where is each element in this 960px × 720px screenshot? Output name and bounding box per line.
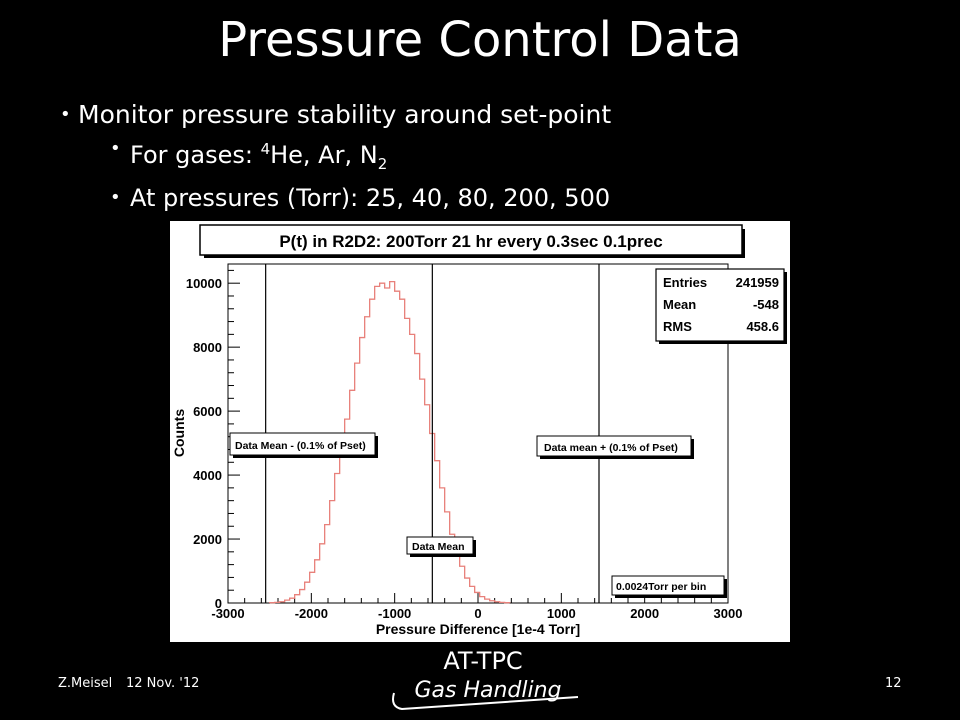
page-number: 12 <box>885 676 902 691</box>
histogram-svg: P(t) in R2D2: 200Torr 21 hr every 0.3sec… <box>171 224 787 637</box>
title-box <box>199 224 743 256</box>
x-tick-label: -2000 <box>295 606 328 621</box>
annotation-text: Data Mean <box>412 541 465 553</box>
bullet-dot: • <box>60 104 71 125</box>
stats-value: 241959 <box>736 275 779 290</box>
stats-label: Entries <box>663 275 707 290</box>
footer-date: 12 Nov. '12 <box>126 676 200 691</box>
annotation-text: Data mean + (0.1% of Pset) <box>544 442 678 454</box>
bullet-text: At pressures (Torr): 25, 40, 80, 200, 50… <box>130 183 611 212</box>
bullet-text-gases: He, Ar, N <box>270 141 378 169</box>
stats-value: 458.6 <box>746 319 779 334</box>
bullet-item: • Monitor pressure stability around set-… <box>60 98 611 132</box>
histogram-plot: P(t) in R2D2: 200Torr 21 hr every 0.3sec… <box>170 221 790 642</box>
sub-bullet-item: • For gases: 4He, Ar, N2 <box>60 132 611 181</box>
y-tick-label: 2000 <box>193 532 222 547</box>
bullet-dot: • <box>110 186 121 208</box>
bullet-text-prefix: For gases: <box>130 141 261 169</box>
chart-title: P(t) in R2D2: 200Torr 21 hr every 0.3sec… <box>279 232 662 251</box>
at-tpc-logo: AT-TPC Gas Handling <box>392 647 579 711</box>
footer-author: Z.Meisel <box>58 676 113 691</box>
x-tick-label: -1000 <box>378 606 411 621</box>
annotation-mean-plus: Data mean + (0.1% of Pset) <box>536 435 694 459</box>
bullet-text: Monitor pressure stability around set-po… <box>78 100 612 129</box>
molecule-subscript: 2 <box>377 154 388 173</box>
stats-label: Mean <box>663 297 696 312</box>
y-tick-label: 6000 <box>193 404 222 419</box>
x-axis-label: Pressure Difference [1e-4 Torr] <box>376 621 580 637</box>
title-box-shadow <box>742 229 745 258</box>
y-tick-label: 0 <box>215 596 222 611</box>
bullet-list: • Monitor pressure stability around set-… <box>60 98 611 215</box>
stats-box: Entries 241959 Mean -548 RMS 458.6 <box>655 268 787 344</box>
x-tick-label: -3000 <box>211 606 244 621</box>
logo-subtitle: Gas Handling <box>414 678 561 703</box>
y-tick-label: 10000 <box>186 276 222 291</box>
annotation-text: Data Mean - (0.1% of Pset) <box>235 440 366 452</box>
slide-title: Pressure Control Data <box>218 12 742 68</box>
y-tick-label: 4000 <box>193 468 222 483</box>
histogram-line <box>269 280 511 604</box>
sub-bullet-item: • At pressures (Torr): 25, 40, 80, 200, … <box>60 181 611 215</box>
stats-value: -548 <box>753 297 779 312</box>
annotation-text: 0.0024Torr per bin <box>616 581 706 593</box>
logo-title: AT-TPC <box>443 647 522 675</box>
y-axis-label: Counts <box>171 409 187 457</box>
logo-swoosh <box>392 692 579 711</box>
x-tick-label: 0 <box>474 606 481 621</box>
x-tick-label: 3000 <box>714 606 743 621</box>
axes-group: -3000 -2000 -1000 0 1000 2000 3000 0 2000 4000 600… <box>186 269 743 621</box>
x-tick-label: 1000 <box>547 606 576 621</box>
bullet-dot: • <box>110 138 121 159</box>
y-tick-label: 8000 <box>193 340 222 355</box>
title-box-shadow <box>204 255 744 258</box>
isotope-superscript: 4 <box>260 140 271 158</box>
annotation-mean: Data Mean <box>406 536 476 557</box>
x-tick-label: 2000 <box>630 606 659 621</box>
annotation-mean-minus: Data Mean - (0.1% of Pset) <box>229 432 378 458</box>
stats-label: RMS <box>663 319 692 334</box>
annotation-bin: 0.0024Torr per bin <box>611 575 727 598</box>
